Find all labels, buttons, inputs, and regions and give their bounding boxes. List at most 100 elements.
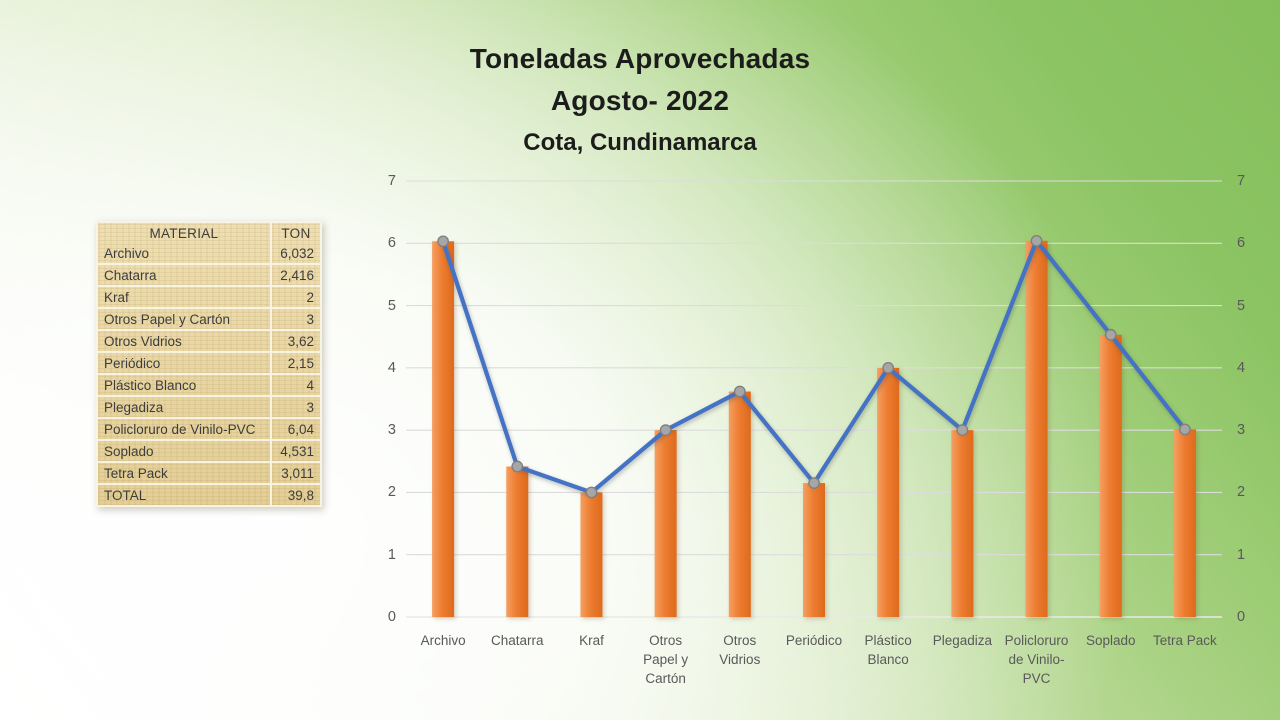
data-point-marker: [956, 424, 969, 436]
bar: [580, 492, 603, 617]
bar: [506, 466, 529, 617]
data-point-marker: [659, 424, 672, 436]
bar: [654, 430, 677, 617]
data-point-marker: [882, 362, 895, 374]
table-row: TOTAL 39,8: [98, 485, 320, 505]
table-row: Tetra Pack 3,011: [98, 463, 320, 485]
material-cell: TOTAL: [98, 485, 272, 505]
ton-cell: 6,032: [271, 243, 320, 265]
data-line: [440, 238, 1188, 495]
table-header-row: MATERIAL TON: [98, 223, 320, 243]
y-tick-label-left: 3: [387, 422, 396, 439]
data-point-marker: [1179, 423, 1191, 436]
ton-cell: 2: [271, 287, 320, 309]
material-cell: Plástico Blanco: [98, 375, 272, 397]
material-table-container: MATERIAL TON Archivo 6,032 Chatarra 2,416 Kra…: [96, 221, 322, 507]
table-row: Plegadiza 3: [98, 397, 320, 419]
ton-cell: 4,531: [271, 441, 320, 463]
x-category-label: Kraf: [579, 633, 604, 648]
material-cell: Soplado: [98, 441, 272, 463]
y-tick-label-right: 0: [1237, 609, 1246, 625]
material-table: MATERIAL TON Archivo 6,032 Chatarra 2,416 Kra…: [98, 223, 320, 505]
x-category-label: Policloruro de Vinilo-PVC: [1004, 633, 1069, 686]
ton-cell: 2,416: [271, 265, 320, 287]
bar: [1173, 429, 1196, 617]
y-tick-label-left: 5: [387, 297, 396, 314]
material-cell: Chatarra: [98, 265, 272, 287]
x-category-label: Otros Vidrios: [719, 633, 761, 667]
chart-plot-svg: [406, 180, 1222, 618]
ton-cell: 3,011: [271, 463, 320, 485]
material-cell: Archivo: [98, 243, 272, 265]
y-tick-label-right: 7: [1237, 173, 1246, 189]
y-axis-left: 0 1 2 3 4 5 6 7: [346, 173, 396, 635]
table-row: Policloruro de Vinilo-PVC 6,04: [98, 419, 320, 441]
ton-cell: 6,04: [271, 419, 320, 441]
x-category-label: Archivo: [420, 633, 466, 648]
data-point-marker: [1104, 328, 1117, 341]
subtitle: Cota, Cundinamarca: [523, 129, 757, 156]
ton-cell: 3: [271, 397, 320, 419]
ton-cell: 39,8: [287, 487, 314, 503]
material-cell: Tetra Pack: [98, 463, 272, 485]
col-header-material: MATERIAL: [98, 223, 272, 243]
bar: [951, 430, 974, 617]
material-table-header: MATERIAL TON: [98, 223, 320, 243]
title-line-2: Agosto- 2022: [550, 85, 730, 116]
y-tick-label-right: 4: [1237, 359, 1246, 376]
x-category-label: Plegadiza: [932, 633, 992, 648]
data-point-marker: [511, 460, 524, 473]
data-point-marker: [733, 385, 746, 398]
table-row: Otros Papel y Cartón 3: [98, 309, 320, 331]
material-cell: Kraf: [98, 287, 272, 309]
x-category-label: Otros Papel y Cartón: [643, 633, 689, 686]
material-cell: Periódico: [98, 353, 272, 375]
ton-cell: 3,62: [271, 331, 320, 353]
y-tick-label-left: 6: [387, 235, 396, 252]
material-cell: Policloruro de Vinilo-PVC: [98, 419, 272, 441]
y-tick-label-right: 3: [1237, 422, 1246, 439]
material-cell: Plegadiza: [98, 397, 272, 419]
x-axis-categories: Archivo Chatarra Kraf Otros Papel y Cartón O…: [406, 631, 1222, 706]
y-tick-label-left: 1: [387, 546, 396, 563]
table-row: Soplado 4,531: [98, 441, 320, 463]
y-tick-label-right: 2: [1237, 484, 1246, 501]
ton-cell: 3: [271, 309, 320, 331]
bar: [1099, 334, 1122, 617]
x-category-label: Soplado: [1085, 633, 1136, 648]
data-point-marker: [585, 486, 598, 499]
table-row: Plástico Blanco 4: [98, 375, 320, 397]
x-category-label: Periódico: [785, 633, 843, 648]
bar: [432, 241, 455, 617]
y-tick-label-left: 4: [387, 359, 396, 376]
bar: [1025, 240, 1048, 617]
material-cell: Otros Vidrios: [98, 331, 272, 353]
title-line-1: Toneladas Aprovechadas: [469, 43, 811, 74]
x-category-label: Plástico Blanco: [864, 633, 912, 667]
y-tick-label-right: 5: [1237, 297, 1246, 314]
table-row: Otros Vidrios 3,62: [98, 331, 320, 353]
y-tick-label-left: 2: [387, 484, 396, 501]
data-point-marker: [1030, 234, 1043, 247]
material-cell: Otros Papel y Cartón: [98, 309, 272, 331]
data-point-marker: [437, 235, 449, 248]
chart-title-block: Toneladas Aprovechadas Agosto- 2022 Cota…: [0, 38, 1280, 158]
y-tick-label-left: 7: [387, 173, 396, 189]
ton-cell: 2,15: [271, 353, 320, 375]
bar: [728, 391, 751, 617]
y-tick-label-right: 1: [1237, 546, 1246, 563]
table-row: Chatarra 2,416: [98, 265, 320, 287]
x-category-label: Chatarra: [491, 633, 544, 648]
table-row: Periódico 2,15: [98, 353, 320, 375]
y-tick-label-left: 0: [387, 609, 396, 625]
bar: [803, 483, 825, 617]
material-table-body: Archivo 6,032 Chatarra 2,416 Kraf 2 Otros Pape…: [98, 243, 320, 505]
ton-cell: 4: [271, 375, 320, 397]
y-axis-right: 0 1 2 3 4 5 6 7: [1237, 173, 1277, 635]
data-point-marker: [808, 477, 820, 489]
y-tick-label-right: 6: [1237, 235, 1246, 252]
table-row: Kraf 2: [98, 287, 320, 309]
col-header-ton: TON: [281, 225, 311, 241]
